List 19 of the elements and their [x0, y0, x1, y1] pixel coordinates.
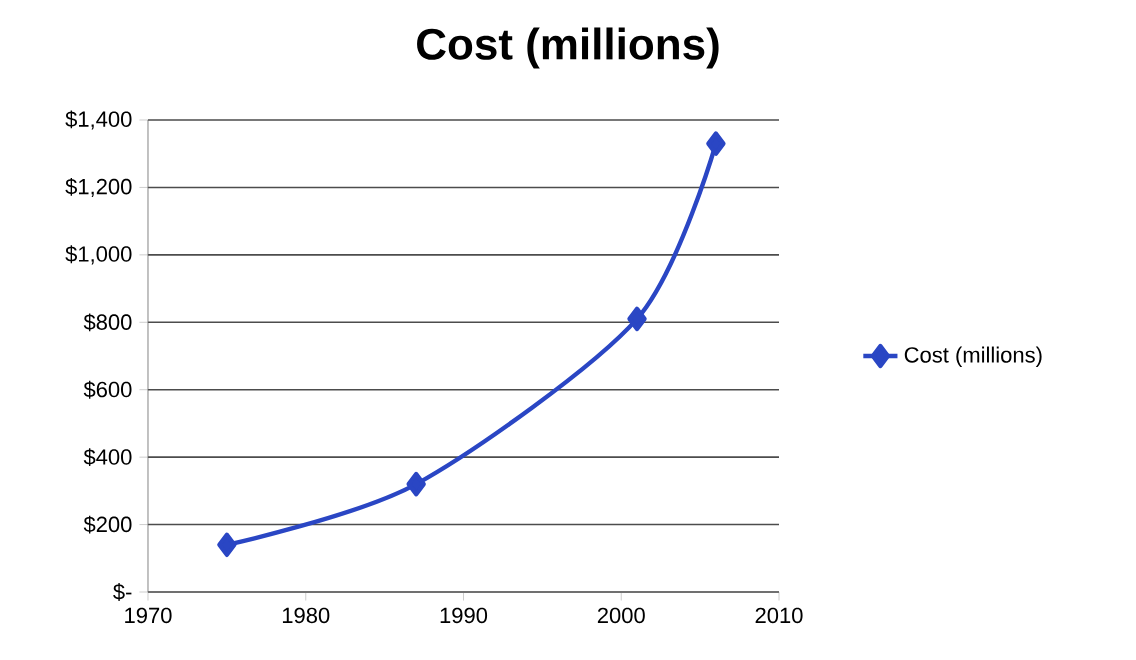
- point: [217, 532, 237, 557]
- legend-label: Cost (millions): [904, 346, 1042, 368]
- point: [406, 471, 426, 497]
- point: [627, 306, 647, 332]
- point: [706, 131, 726, 156]
- y-tick-label: $1,400: [65, 110, 132, 130]
- x-tick-label: 2000: [597, 607, 645, 624]
- y-tick-label: $400: [83, 448, 132, 467]
- y-tick-label: $1,000: [65, 245, 132, 265]
- chart-title: Cost (millions): [417, 27, 719, 69]
- y-tick-label: $600: [83, 380, 132, 399]
- y-tick-label: $1,200: [65, 177, 132, 197]
- y-tick-label: $200: [83, 515, 132, 534]
- x-tick-label: 1980: [282, 607, 330, 624]
- x-tick-label: 1990: [440, 607, 488, 624]
- y-tick-label: $-: [113, 583, 132, 601]
- x-tick-label: 1970: [125, 607, 172, 624]
- y-tick-label: $800: [83, 313, 132, 332]
- x-tick-label: 2010: [755, 607, 803, 624]
